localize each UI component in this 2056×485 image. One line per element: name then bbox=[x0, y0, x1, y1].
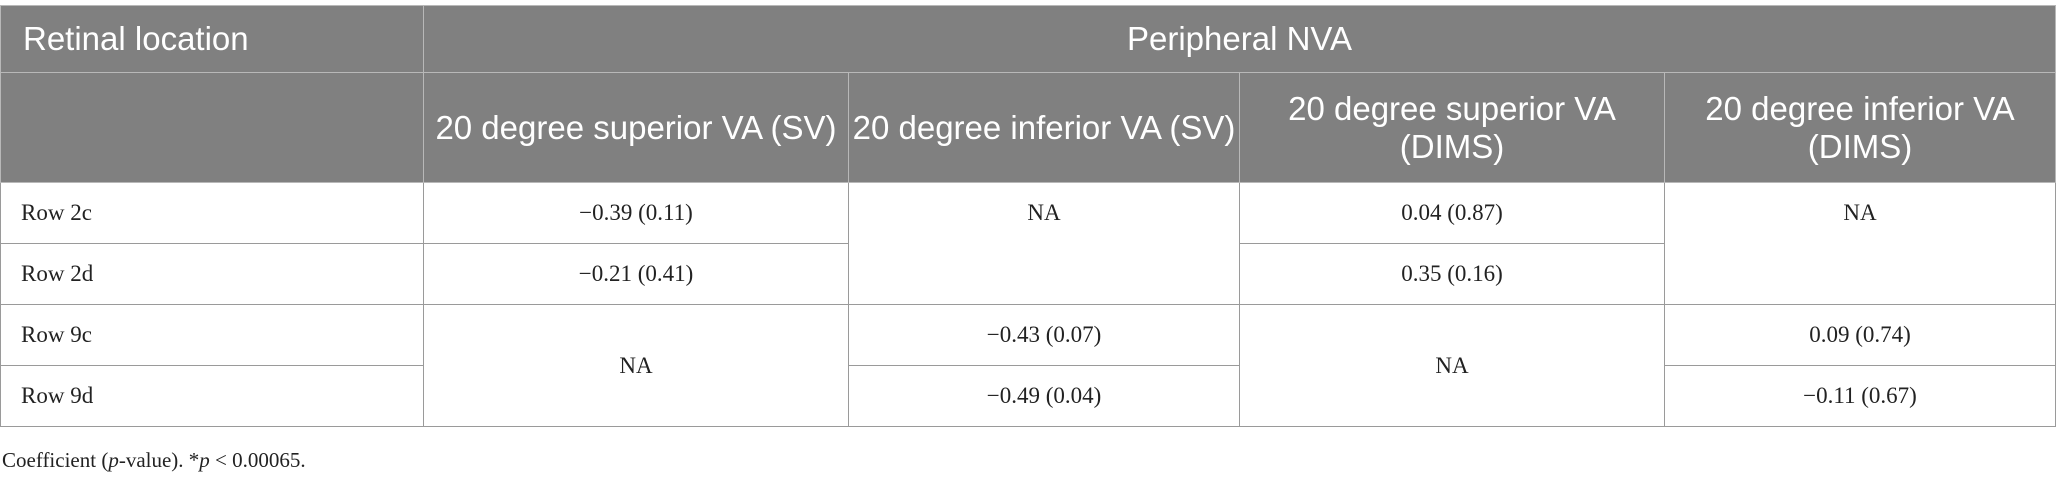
footnote-italic: p bbox=[108, 448, 119, 472]
cell: −0.43 (0.07) bbox=[848, 304, 1240, 366]
cell: 0.35 (0.16) bbox=[1239, 243, 1665, 305]
body-row: Row 2d −0.21 (0.41) 0.35 (0.16) bbox=[0, 243, 2056, 305]
body-row: Row 9d −0.49 (0.04) −0.11 (0.67) bbox=[0, 365, 2056, 427]
header-cell: 20 degree inferior VA (DIMS) bbox=[1664, 72, 2056, 183]
cell: NA bbox=[1239, 304, 1665, 427]
cell: −0.49 (0.04) bbox=[848, 365, 1240, 427]
header-cell: 20 degree superior VA (DIMS) bbox=[1239, 72, 1665, 183]
row-label: Row 9d bbox=[0, 365, 424, 427]
row-label: Row 2d bbox=[0, 243, 424, 305]
header-row: Retinal location Peripheral NVA bbox=[0, 5, 2056, 73]
header-cell: Retinal location bbox=[0, 5, 424, 73]
row-label: Row 2c bbox=[0, 182, 424, 244]
cell: −0.11 (0.67) bbox=[1664, 365, 2056, 427]
footnote: Coefficient (p-value). *p < 0.00065. bbox=[2, 448, 306, 473]
data-table: Retinal location Peripheral NVA 20 degre… bbox=[0, 5, 2056, 427]
cell: 0.04 (0.87) bbox=[1239, 182, 1665, 244]
cell: 0.09 (0.74) bbox=[1664, 304, 2056, 366]
cell: NA bbox=[1664, 182, 2056, 305]
footnote-text: Coefficient ( bbox=[2, 448, 109, 472]
row-label: Row 9c bbox=[0, 304, 424, 366]
cell: NA bbox=[423, 304, 849, 427]
body-row: Row 9c NA −0.43 (0.07) NA 0.09 (0.74) bbox=[0, 304, 2056, 427]
body-row: Row 2c −0.39 (0.11) NA 0.04 (0.87) NA bbox=[0, 182, 2056, 305]
header-cell bbox=[0, 72, 424, 183]
footnote-text: -value). * bbox=[118, 448, 200, 472]
cell: −0.39 (0.11) bbox=[423, 182, 849, 244]
cell: −0.21 (0.41) bbox=[423, 243, 849, 305]
header-cell: 20 degree inferior VA (SV) bbox=[848, 72, 1240, 183]
cell: NA bbox=[848, 182, 1240, 305]
footnote-italic: p bbox=[199, 448, 210, 472]
header-cell: 20 degree superior VA (SV) bbox=[423, 72, 849, 183]
header-row: 20 degree superior VA (SV) 20 degree inf… bbox=[0, 72, 2056, 183]
header-cell: Peripheral NVA bbox=[423, 5, 2056, 73]
footnote-text: < 0.00065. bbox=[209, 448, 306, 472]
